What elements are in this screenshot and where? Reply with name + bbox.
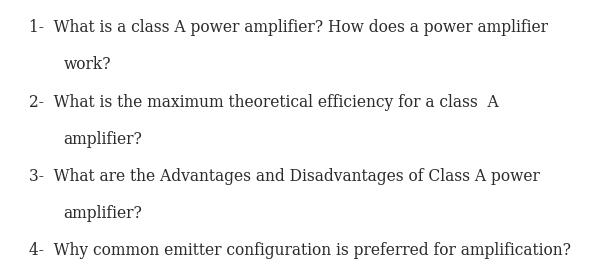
Text: 1-  What is a class A power amplifier? How does a power amplifier: 1- What is a class A power amplifier? Ho… xyxy=(29,19,548,36)
Text: work?: work? xyxy=(64,56,112,73)
Text: amplifier?: amplifier? xyxy=(64,205,142,222)
Text: 4-  Why common emitter configuration is preferred for amplification?: 4- Why common emitter configuration is p… xyxy=(29,242,571,259)
Text: amplifier?: amplifier? xyxy=(64,131,142,148)
Text: 2-  What is the maximum theoretical efficiency for a class  A: 2- What is the maximum theoretical effic… xyxy=(29,94,499,111)
Text: 3-  What are the Advantages and Disadvantages of Class A power: 3- What are the Advantages and Disadvant… xyxy=(29,168,540,185)
